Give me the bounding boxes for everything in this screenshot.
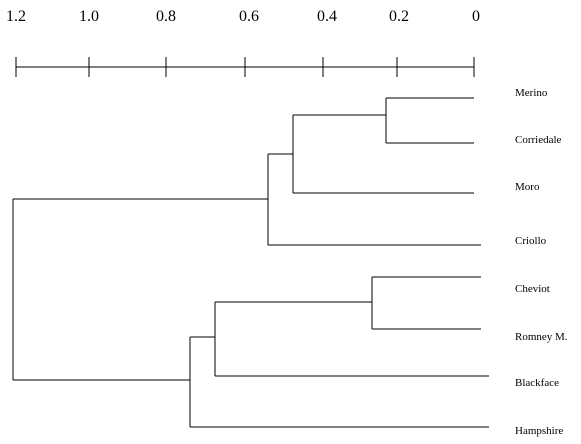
leaf-label-cheviot: Cheviot [515, 283, 550, 295]
scale-tick-label: 0.8 [156, 8, 176, 25]
scale-tick-0-4: 0.4 [317, 8, 337, 77]
cluster-merino-corriedale [385, 97, 474, 144]
scale-tick-label: 0 [472, 8, 480, 25]
distance-scale: 1.2 1.0 0.8 0.6 0.4 0.2 0 [6, 8, 480, 77]
leaf-label-blackface: Blackface [515, 377, 559, 389]
scale-tick-0-8: 0.8 [156, 8, 176, 77]
scale-tick-label: 0.4 [317, 8, 337, 25]
leaf-label-corriedale: Corriedale [515, 134, 562, 146]
scale-tick-1-0: 1.0 [79, 8, 99, 77]
cluster-cheviot-romney [371, 276, 481, 330]
cluster-cheviot-romney-blackface [214, 301, 489, 377]
cluster-cheviot-romney-blackface-hampshire [189, 336, 489, 428]
leaf-label-moro: Moro [515, 181, 540, 193]
cluster-merino-corriedale-moro [292, 114, 474, 194]
cluster-merino-corriedale-moro-criollo [267, 153, 481, 246]
leaf-label-merino: Merino [515, 87, 548, 99]
scale-tick-0-2: 0.2 [389, 8, 409, 77]
cluster-tree [12, 97, 489, 428]
scale-tick-label: 1.0 [79, 8, 99, 25]
scale-tick-1-2: 1.2 [6, 8, 26, 77]
leaf-label-criollo: Criollo [515, 235, 547, 247]
scale-tick-0-6: 0.6 [239, 8, 259, 77]
scale-tick-label: 1.2 [6, 8, 26, 25]
cluster-root [12, 198, 268, 381]
leaf-labels: Merino Corriedale Moro Criollo Cheviot R… [515, 87, 568, 437]
scale-tick-label: 0.6 [239, 8, 259, 25]
scale-tick-label: 0.2 [389, 8, 409, 25]
scale-tick-0: 0 [472, 8, 480, 77]
leaf-label-romney-m: Romney M. [515, 331, 568, 343]
leaf-label-hampshire: Hampshire [515, 425, 563, 437]
